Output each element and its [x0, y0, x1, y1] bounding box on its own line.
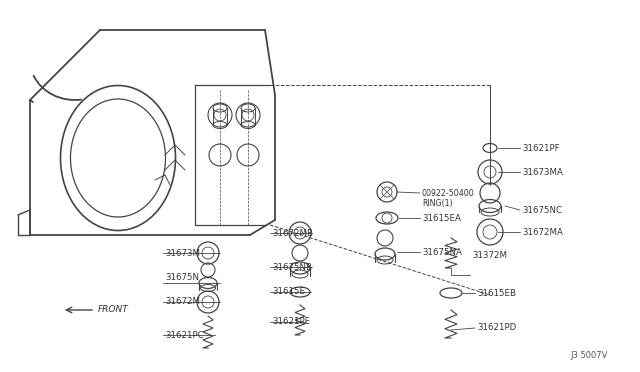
Text: 31621PD: 31621PD	[477, 324, 516, 333]
Text: 31675NA: 31675NA	[422, 247, 462, 257]
Text: FRONT: FRONT	[98, 305, 129, 314]
Text: 31673M: 31673M	[165, 248, 200, 257]
Text: 31672MA: 31672MA	[522, 228, 563, 237]
Text: 31615EA: 31615EA	[422, 214, 461, 222]
Text: 00922-50400: 00922-50400	[422, 189, 475, 198]
Text: 31672M: 31672M	[165, 298, 200, 307]
Text: 31675NB: 31675NB	[272, 263, 312, 272]
Text: 31615E: 31615E	[272, 288, 305, 296]
Text: 31672MB: 31672MB	[272, 228, 313, 237]
Text: J3 5007V: J3 5007V	[570, 350, 607, 359]
Text: 31621PE: 31621PE	[272, 317, 310, 327]
Text: 31621PC: 31621PC	[165, 330, 204, 340]
Text: 31615EB: 31615EB	[477, 289, 516, 298]
Text: 31675N: 31675N	[165, 273, 199, 282]
Text: 31372M: 31372M	[472, 250, 507, 260]
Text: RING(1): RING(1)	[422, 199, 452, 208]
Text: 31673MA: 31673MA	[522, 167, 563, 176]
Text: 31621PF: 31621PF	[522, 144, 559, 153]
Text: 31675NC: 31675NC	[522, 205, 562, 215]
